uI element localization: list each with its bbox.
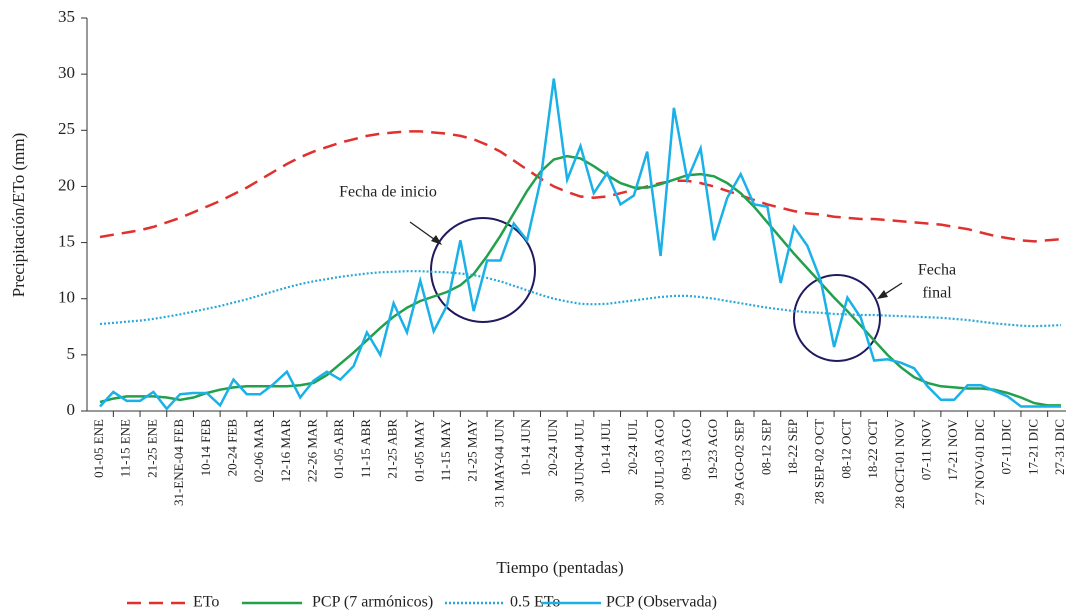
x-tick-label: 01-05 MAY [411,418,426,481]
x-tick-label: 27 NOV-01 DIC [972,419,987,505]
x-tick-label: 31 MAY-04 JUN [491,418,506,507]
x-tick-label: 27-31 DIC [1052,419,1067,475]
x-tick-label: 08-12 SEP [758,419,773,475]
x-tick-label: 29 AGO-02 SEP [732,419,747,506]
start-circle [430,217,536,323]
x-tick-label: 01-05 ABR [331,419,346,479]
x-tick-label: 17-21 NOV [945,418,960,480]
x-tick-label: 10-14 JUL [598,419,613,475]
x-tick-label: 22-26 MAR [305,419,320,483]
legend-label: PCP (Observada) [606,594,717,611]
y-tick-label: 5 [67,344,76,363]
x-tick-label: 20-24 JUN [545,418,560,476]
legend-label: PCP (7 armónicos) [312,594,433,611]
x-tick-label: 11-15 ENE [118,419,133,477]
x-tick-label: 02-06 MAR [251,419,266,483]
x-tick-label: 12-16 MAR [278,419,293,483]
annotation: Fecha [918,262,956,279]
y-tick-label: 15 [58,231,75,250]
x-tick-label: 19-23 AGO [705,419,720,480]
series-line [99,270,1062,328]
legend-label: 0.5 ETo [510,594,560,611]
x-tick-label: 21-25 ABR [385,419,400,479]
x-tick-label: 30 JUL-03 AGO [652,419,667,506]
x-tick-label: 30 JUN-04 JUL [571,419,586,502]
x-tick-label: 21-25 ENE [144,419,159,478]
x-tick-label: 09-13 AGO [678,419,693,480]
x-tick-label: 20-24 JUL [625,419,640,475]
legend-label: ETo [193,594,219,611]
arrow-head [431,235,442,245]
y-tick-label: 30 [58,63,75,82]
x-tick-label: 11-15 ABR [358,419,373,478]
x-tick-label: 08-12 OCT [838,419,853,479]
y-tick-label: 35 [58,7,75,26]
end-circle [793,274,881,362]
series-line [99,78,1061,411]
x-tick-label: 28 OCT-01 NOV [892,418,907,508]
y-tick-label: 0 [67,400,76,419]
x-tick-label: 11-15 MAY [438,418,453,481]
x-tick-label: 07-11 NOV [919,418,934,480]
x-tick-label: 17-21 DIC [1025,419,1040,475]
x-tick-label: 18-22 SEP [785,419,800,475]
y-tick-label: 20 [58,175,75,194]
y-tick-label: 25 [58,119,75,138]
series-line [99,154,1061,407]
annotation: final [922,285,952,302]
x-tick-label: 07-11 DIC [999,419,1014,475]
x-tick-label: 10-14 JUN [518,418,533,476]
x-tick-label: 31-ENE-04 FEB [171,419,186,506]
x-axis-label: Tiempo (pentadas) [496,558,623,577]
x-tick-label: 10-14 FEB [198,419,213,477]
series-line [99,130,1062,243]
x-tick-label: 20-24 FEB [224,419,239,477]
arrow-head [877,290,888,299]
x-tick-label: 18-22 OCT [865,419,880,479]
y-axis-label: Precipitación/ETo (mm) [9,133,28,298]
x-tick-label: 01-05 ENE [91,419,106,478]
x-tick-label: 28 SEP-02 OCT [812,419,827,504]
x-tick-label: 21-25 MAY [465,418,480,481]
annotation: Fecha de inicio [339,184,437,201]
y-tick-label: 10 [58,288,75,307]
